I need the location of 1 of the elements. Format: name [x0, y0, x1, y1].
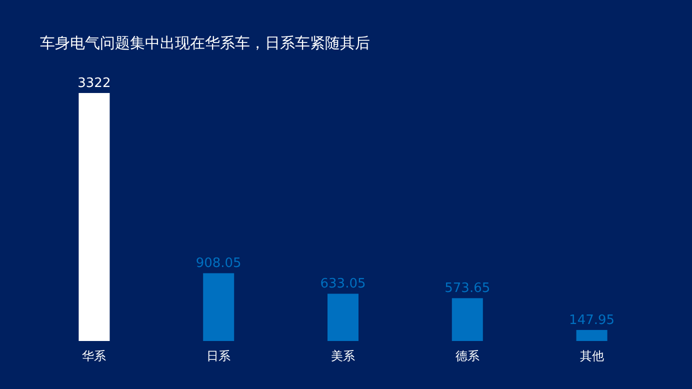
title: 车身电气问题集中出现在华系车，日系车紧随其后: [40, 34, 370, 52]
